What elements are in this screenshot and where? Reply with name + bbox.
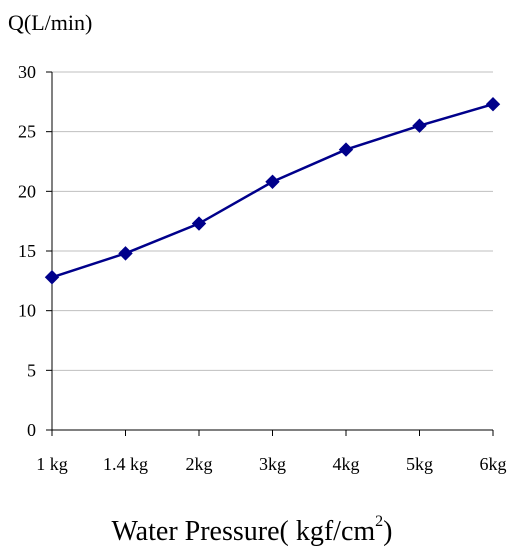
x-tick-label: 3kg bbox=[259, 454, 286, 474]
data-point bbox=[118, 246, 133, 261]
x-tick-label: 2kg bbox=[186, 454, 213, 474]
x-axis-title-superscript: 2 bbox=[375, 513, 383, 530]
tick-labels: 0 5 10 15 20 25 30 1 kg 1.4 kg 2kg 3kg 4kg 5kg 6kg bbox=[18, 62, 507, 474]
x-axis-title: Water Pressure( kgf/cm2) bbox=[112, 513, 393, 547]
x-tick-label: 5kg bbox=[406, 454, 433, 474]
axes bbox=[46, 71, 494, 436]
data-point bbox=[265, 174, 280, 189]
y-tick-label: 30 bbox=[18, 62, 36, 82]
series bbox=[44, 97, 501, 285]
data-point bbox=[44, 270, 60, 285]
data-point bbox=[338, 142, 354, 157]
y-tick-label: 5 bbox=[27, 360, 36, 380]
x-axis-title-suffix: ) bbox=[383, 516, 392, 547]
x-tick-label: 6kg bbox=[480, 454, 507, 474]
y-tick-label: 15 bbox=[18, 241, 36, 261]
data-point bbox=[191, 216, 207, 231]
y-axis-title: Q(L/min) bbox=[8, 10, 92, 35]
y-tick-label: 20 bbox=[18, 181, 36, 201]
x-tick-label: 1 kg bbox=[36, 454, 68, 474]
x-axis-title-main: Water Pressure( kgf/cm bbox=[112, 516, 376, 547]
data-point bbox=[485, 97, 501, 112]
y-tick-label: 25 bbox=[18, 122, 36, 142]
y-tick-label: 0 bbox=[27, 420, 36, 440]
data-point bbox=[412, 118, 427, 133]
x-tick-label: 4kg bbox=[333, 454, 360, 474]
x-tick-label: 1.4 kg bbox=[103, 454, 148, 474]
y-tick-label: 10 bbox=[18, 301, 36, 321]
gridlines bbox=[52, 71, 493, 371]
